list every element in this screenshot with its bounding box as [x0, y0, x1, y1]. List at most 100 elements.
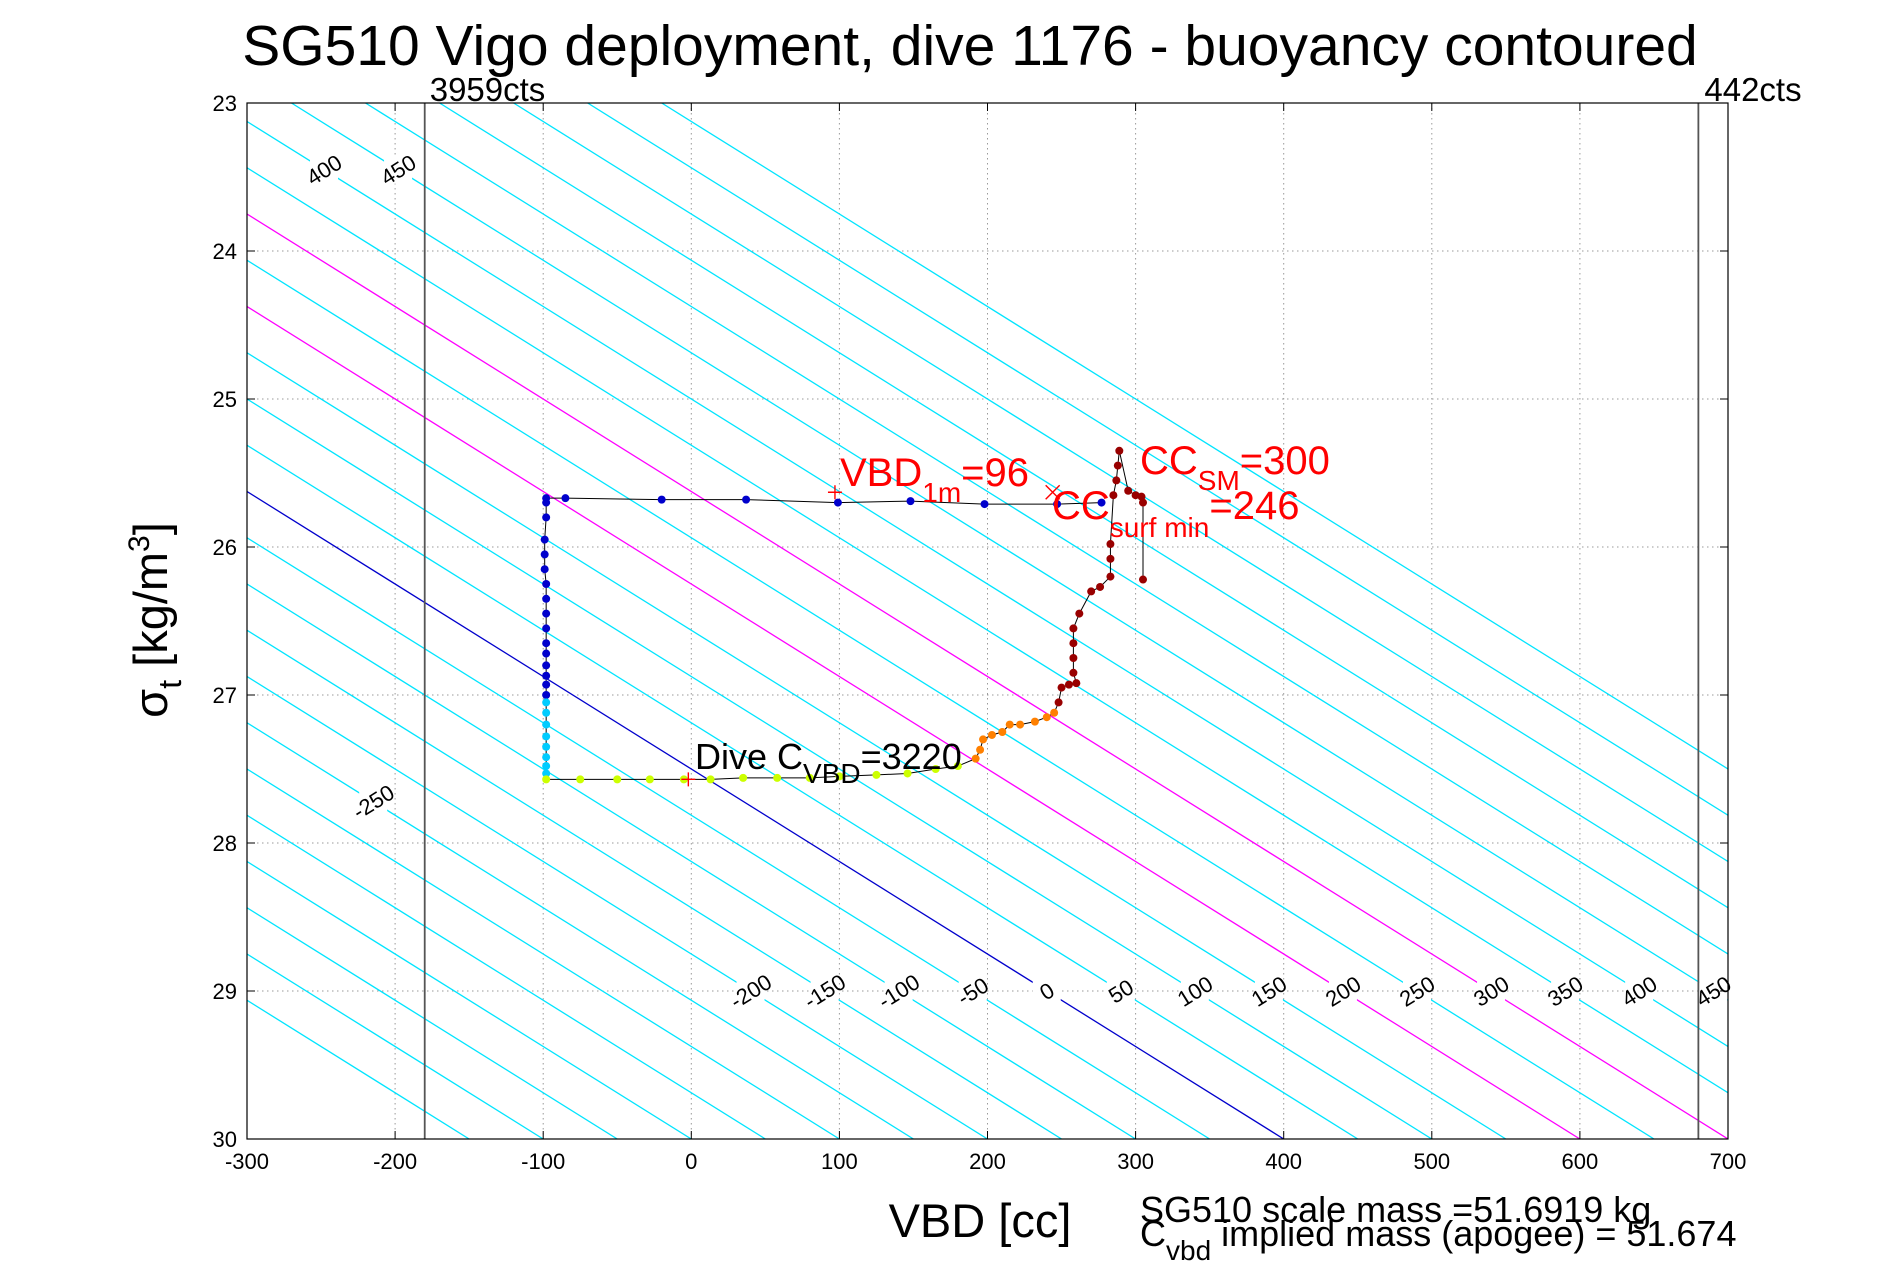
- dive-point: [542, 775, 551, 784]
- dive-point: [542, 708, 551, 717]
- contour-line: [247, 444, 1359, 1139]
- x-tick-label: 500: [1413, 1149, 1450, 1174]
- contour-line: [247, 120, 1728, 1048]
- dive-point: [1030, 717, 1039, 726]
- dive-point: [906, 497, 915, 506]
- dive-series: [540, 446, 1148, 784]
- contour-label-top: -250: [348, 780, 399, 825]
- contour-line: [365, 103, 1728, 955]
- dive-point: [1106, 554, 1115, 563]
- buoyancy-contours: [247, 103, 1728, 1139]
- dive-point: [542, 762, 551, 771]
- dive-point: [542, 580, 551, 588]
- dive-point: [998, 728, 1007, 736]
- y-tick-label: 27: [213, 683, 237, 708]
- svg-text:σt [kg/m3]: σt [kg/m3]: [123, 522, 188, 718]
- y-tick-label: 25: [213, 387, 237, 412]
- vbd-limit-label: 442cts: [1704, 71, 1801, 108]
- vbd-limit-label: 3959cts: [430, 71, 546, 108]
- dive-point: [903, 769, 912, 778]
- x-tick-label: 100: [821, 1149, 858, 1174]
- dive-point: [542, 624, 551, 633]
- x-tick-label: 0: [685, 1149, 697, 1174]
- contour-line: [247, 351, 1507, 1139]
- dive-point: [931, 765, 940, 773]
- dive-point: [542, 769, 551, 778]
- contour-label-bg: [1180, 977, 1209, 1005]
- x-axis-ticks: -300 -200 -100 0 100 200 300 400 500 600 700: [225, 103, 1746, 1174]
- y-tick-label: 29: [213, 979, 237, 1004]
- y-tick-label: 24: [213, 239, 237, 264]
- dive-point: [657, 495, 666, 504]
- contour-label-bg: [1106, 977, 1135, 1005]
- contour-label-bottom: 200: [1321, 971, 1365, 1012]
- contour-line: [247, 629, 1062, 1139]
- dive-point: [987, 730, 996, 739]
- dive-point: [1106, 572, 1115, 581]
- dive-point: [1096, 582, 1105, 591]
- dive-point: [1109, 491, 1118, 500]
- contour-label-bottom: 300: [1469, 971, 1513, 1012]
- y-label-unit-close: ]: [124, 522, 177, 535]
- x-marker: [1045, 484, 1061, 500]
- dive-point: [613, 775, 622, 784]
- contour-line: [661, 103, 1728, 770]
- contour-label-bottom: 250: [1395, 971, 1439, 1012]
- dive-point: [540, 550, 549, 559]
- dive-point: [542, 732, 551, 741]
- dive-point: [542, 513, 551, 522]
- annotation-vbd-1m: VBD1m=96: [840, 451, 1029, 508]
- contour-label-bg: [310, 155, 339, 184]
- y-tick-label: 26: [213, 535, 237, 560]
- svg-text:Dive CVBD=3220: Dive CVBD=3220: [695, 736, 962, 789]
- contour-line: [247, 906, 618, 1139]
- dive-point: [1042, 713, 1051, 722]
- x-tick-label: 700: [1710, 1149, 1747, 1174]
- dive-point: [971, 754, 980, 763]
- dive-point: [542, 498, 551, 507]
- contour-label-bg: [359, 787, 388, 816]
- dive-point: [1016, 720, 1025, 729]
- contour-label-bg: [736, 977, 765, 1005]
- y-tick-label: 23: [213, 91, 237, 116]
- dive-point: [542, 691, 551, 699]
- dive-point: [1069, 624, 1078, 633]
- dive-point: [1139, 575, 1148, 584]
- vbd-limit-lines: 3959cts 442cts: [423, 71, 1802, 1139]
- footnote-implied-mass: Cvbd implied mass (apogee) = 51.674: [1140, 1213, 1736, 1262]
- dive-point: [1112, 476, 1121, 485]
- contour-label-top: 400: [302, 150, 346, 191]
- dive-point: [542, 661, 551, 670]
- dive-point: [1124, 486, 1133, 495]
- dive-point: [1072, 679, 1081, 688]
- y-label-unit: [kg/m: [124, 552, 177, 680]
- contour-label-bg: [1032, 977, 1061, 1005]
- dive-point: [542, 742, 551, 751]
- dive-point: [645, 775, 654, 784]
- x-axis-label: VBD [cc]: [889, 1194, 1072, 1247]
- dive-point: [1115, 446, 1124, 455]
- contour-label-bottom: 350: [1543, 971, 1587, 1012]
- contour-label-bg: [1551, 977, 1580, 1005]
- x-tick-label: -300: [225, 1149, 269, 1174]
- dive-point: [835, 772, 844, 781]
- contour-line: [247, 305, 1581, 1139]
- contour-label-bottom: -200: [726, 969, 777, 1014]
- contour-label-bottom: 150: [1247, 971, 1291, 1012]
- plus-marker: [681, 772, 696, 787]
- contour-line: [247, 490, 1285, 1139]
- contour-line: [247, 814, 766, 1139]
- dive-point: [542, 609, 551, 618]
- dive-point: [1113, 461, 1122, 470]
- y-label-symbol: σ: [124, 689, 177, 718]
- dive-point: [1075, 609, 1084, 618]
- dive-point: [1054, 698, 1063, 707]
- dive-point: [1053, 500, 1062, 509]
- dive-point: [1087, 587, 1096, 596]
- contour-line: [247, 166, 1728, 1094]
- y-axis-ticks: 23 24 25 26 27 28 29 30: [213, 91, 1728, 1152]
- dive-point: [1069, 654, 1078, 662]
- dive-point: [561, 494, 570, 503]
